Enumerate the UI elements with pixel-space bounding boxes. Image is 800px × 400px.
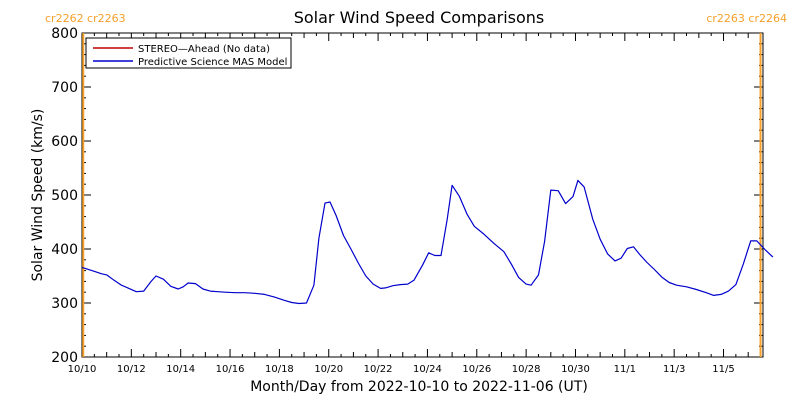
x-tick-label: 11/1 — [614, 364, 636, 375]
x-tick-label: 10/12 — [117, 364, 146, 375]
chart-title: Solar Wind Speed Comparisons — [294, 8, 545, 27]
x-tick-label: 10/18 — [265, 364, 294, 375]
x-tick-label: 10/30 — [561, 364, 590, 375]
series-layer — [81, 179, 774, 305]
legend-label-stereo: STEREO—Ahead (No data) — [138, 44, 270, 55]
plot-frame — [81, 32, 764, 358]
legend: STEREO—Ahead (No data) Predictive Scienc… — [85, 37, 292, 69]
x-tick-label: 10/28 — [512, 364, 541, 375]
x-tick-label: 10/16 — [216, 364, 245, 375]
x-tick-label: 10/26 — [462, 364, 491, 375]
x-tick-label: 11/3 — [663, 364, 685, 375]
legend-box — [85, 37, 292, 69]
carrington-rotation-lines — [82, 33, 762, 357]
x-axis-title: Month/Day from 2022-10-10 to 2022-11-06 … — [250, 379, 588, 395]
carrington-rotation-labels: cr2262 cr2263 cr2263 cr2264 — [45, 12, 787, 25]
y-tick-label: 600 — [51, 134, 78, 150]
y-tick-label: 700 — [51, 80, 78, 96]
y-tick-label: 800 — [51, 26, 78, 42]
x-tick-label: 10/24 — [413, 364, 442, 375]
y-axis-title: Solar Wind Speed (km/s) — [30, 109, 46, 282]
legend-label-mas-model: Predictive Science MAS Model — [138, 57, 287, 68]
carrington-label: cr2262 cr2263 — [45, 12, 126, 25]
x-tick-label: 10/10 — [68, 364, 97, 375]
y-axis: 200 300 400 500 600 700 800 — [51, 26, 763, 366]
series-line-1 — [81, 179, 774, 305]
carrington-label: cr2263 cr2264 — [706, 12, 787, 25]
x-tick-label: 10/14 — [166, 364, 195, 375]
x-axis: 10/10 10/12 10/14 10/16 10/18 10/20 10/22 10/24… — [68, 33, 762, 375]
y-tick-label: 500 — [51, 188, 78, 204]
x-tick-label: 10/20 — [314, 364, 343, 375]
y-tick-label: 300 — [51, 296, 78, 312]
x-tick-label: 11/5 — [712, 364, 734, 375]
y-tick-label: 400 — [51, 242, 78, 258]
y-tick-label: 200 — [51, 350, 78, 366]
x-tick-label: 10/22 — [364, 364, 393, 375]
